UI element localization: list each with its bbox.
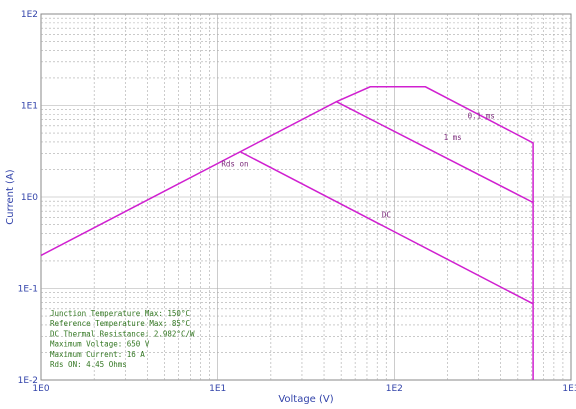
series-line-1 <box>40 86 534 380</box>
info-line: Reference Temperature Max: 85°C <box>50 319 190 328</box>
x-tick-label: 1E3 <box>562 384 576 394</box>
y-axis-title: Current (A) <box>5 169 16 224</box>
series-line-2 <box>336 101 534 204</box>
info-line: Maximum Current: 16 A <box>50 350 145 359</box>
y-tick-label: 1E1 <box>21 102 38 112</box>
series-line-3 <box>240 151 534 305</box>
curve-label: 1 ms <box>444 133 462 142</box>
info-box: Junction Temperature Max: 150°CReference… <box>50 309 195 369</box>
x-axis-title: Voltage (V) <box>278 394 333 405</box>
x-tick-label: 1E0 <box>32 384 49 394</box>
y-tick-label: 1E2 <box>21 10 38 20</box>
grid <box>41 14 571 380</box>
info-line: DC Thermal Resistance: 2.982°C/W <box>50 329 195 338</box>
x-tick-label: 1E2 <box>386 384 403 394</box>
curve-label: DC <box>382 210 391 219</box>
curve-label: 0.1 ms <box>468 112 495 121</box>
y-tick-label: 1E-1 <box>18 285 38 295</box>
y-tick-label: 1E-2 <box>18 376 38 386</box>
info-line: Maximum Voltage: 650 V <box>50 340 150 349</box>
tick-labels: 1E0 1E1 1E2 1E3 1E-2 1E-1 1E0 1E1 1E2 <box>18 10 576 394</box>
info-line: Junction Temperature Max: 150°C <box>50 309 190 318</box>
info-line: Rds ON: 4.45 Ohms <box>50 360 127 369</box>
annotations: Rds on 0.1 ms 1 ms DC <box>221 112 494 220</box>
series-layer <box>40 86 534 380</box>
y-tick-label: 1E0 <box>21 193 38 203</box>
curve-label: Rds on <box>221 160 248 169</box>
x-tick-label: 1E1 <box>209 384 226 394</box>
